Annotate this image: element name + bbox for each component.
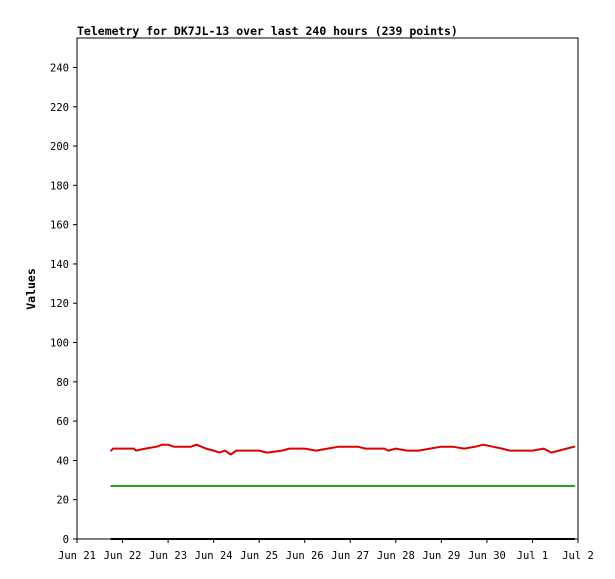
x-tick-label: Jun 22 [104,550,142,562]
x-tick-label: Jul 1 [517,550,549,562]
y-tick-label: 40 [56,455,69,467]
y-tick-label: 60 [56,416,69,428]
x-axis-ticks: Jun 21 Jun 22 Jun 23 Jun 24 Jun 25 Jun 26 Jun … [58,539,594,562]
x-tick-label: Jun 28 [377,550,415,562]
y-tick-label: 240 [50,62,69,74]
y-tick-label: 20 [56,495,69,507]
y-tick-label: 80 [56,377,69,389]
y-tick-label: 0 [63,534,69,546]
y-tick-label: 160 [50,220,69,232]
y-tick-label: 140 [50,259,69,271]
x-tick-label: Jun 23 [149,550,187,562]
x-tick-label: Jun 25 [240,550,278,562]
y-axis-ticks: 0 20 40 60 80 100 120 140 160 180 200 220 240 [50,62,77,546]
series-layer [110,443,576,540]
series-line-1 [110,443,576,456]
y-tick-label: 180 [50,180,69,192]
y-tick-label: 120 [50,298,69,310]
x-tick-label: Jul 2 [562,550,594,562]
x-tick-label: Jun 24 [195,550,233,562]
y-axis-label: Values [24,268,38,310]
chart-title: Telemetry for DK7JL-13 over last 240 hou… [77,24,458,38]
x-tick-label: Jun 26 [286,550,324,562]
y-tick-label: 220 [50,102,69,114]
y-tick-label: 100 [50,338,69,350]
x-tick-label: Jun 27 [331,550,369,562]
x-tick-label: Jun 29 [422,550,460,562]
plot-area-frame [76,37,579,540]
x-tick-label: Jun 30 [468,550,506,562]
x-tick-label: Jun 21 [58,550,96,562]
y-tick-label: 200 [50,141,69,153]
